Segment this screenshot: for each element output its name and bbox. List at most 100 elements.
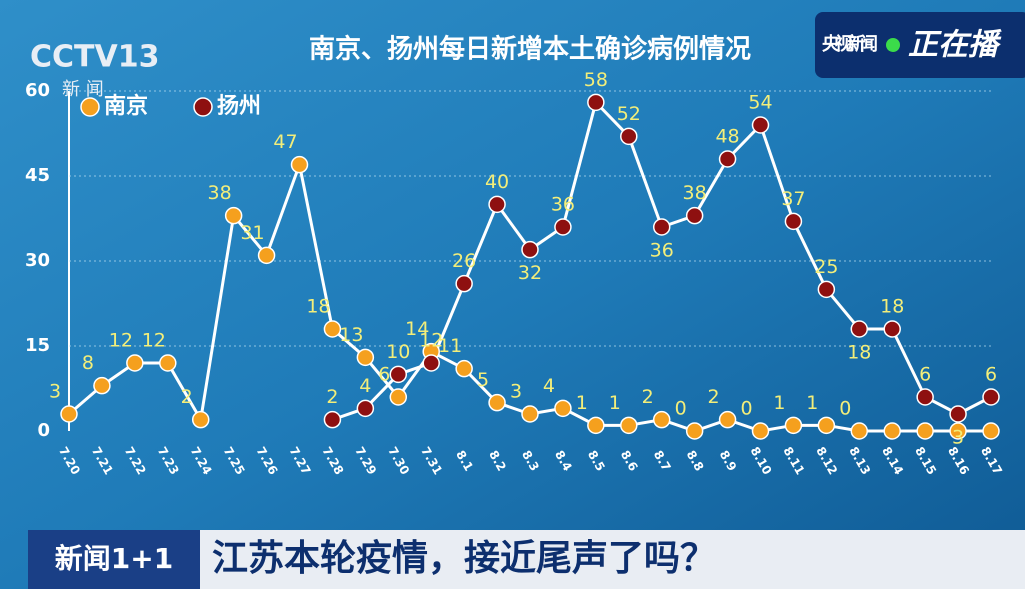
data-label: 47 [273,131,297,153]
data-label: 12 [109,330,133,352]
data-point [356,348,375,367]
data-label: 0 [675,398,687,420]
data-point [422,354,440,372]
y-tick-label: 45 [25,165,50,186]
data-point [784,212,803,231]
data-point [521,240,539,259]
data-point [323,410,342,429]
data-point [389,388,408,406]
data-point [685,422,704,440]
data-point [751,422,770,440]
data-label: 1 [576,392,588,414]
data-point [126,354,144,372]
data-label: 36 [650,240,674,262]
corner-box [815,12,1025,78]
y-tick-label: 0 [37,420,50,441]
data-point [817,280,836,299]
data-point [850,422,869,440]
data-label: 18 [847,342,871,364]
data-point [883,320,901,338]
headline: 江苏本轮疫情，接近尾声了吗？ [212,538,716,579]
data-point [455,274,473,293]
chart-title: 南京、扬州每日新增本土确诊病例情况 [309,34,751,65]
data-label: 6 [919,364,931,386]
data-label: 40 [485,171,509,193]
data-label: 18 [880,296,904,318]
data-label: 52 [617,103,641,125]
data-label: 2 [326,386,338,408]
data-point [356,399,375,418]
data-point [949,422,967,440]
data-point [652,410,671,429]
data-label: 37 [781,188,805,210]
data-point [488,195,506,214]
program-box [28,530,200,589]
data-point [455,359,473,378]
data-point [290,155,309,174]
data-label: 1 [773,392,785,414]
data-point [587,93,605,112]
channel-sub: 新 闻 [62,79,104,100]
data-label: 3 [952,427,964,449]
data-label: 18 [306,296,330,318]
program: 新闻1+1 [55,542,173,575]
data-label: 4 [543,375,555,397]
data-label: 3 [49,381,61,403]
data-point [554,399,572,418]
corner-status: 正在播 [908,28,1002,63]
data-point [587,416,605,435]
data-label: 2 [642,386,654,408]
data-label: 2 [708,386,720,408]
data-point [916,388,934,406]
data-point [817,416,836,435]
data-point [685,206,704,225]
data-label: 32 [518,262,542,284]
data-point [224,206,243,225]
data-label: 6 [985,364,997,386]
y-tick-label: 60 [25,80,50,101]
data-point [620,416,638,435]
data-label: 5 [477,369,489,391]
data-point [982,388,1000,406]
data-label: 0 [740,398,752,420]
legend-label: 南京 [104,93,148,119]
live-dot [886,38,900,52]
legend-marker [80,97,100,117]
data-label: 13 [339,324,363,346]
data-point [60,405,78,423]
data-label: 1 [806,392,818,414]
data-point [389,365,408,384]
data-label: 12 [142,330,166,352]
data-point [159,354,177,372]
data-point [323,320,342,338]
data-label: 8 [82,352,94,374]
data-point [488,393,506,412]
y-tick-label: 15 [25,335,50,356]
data-label: 6 [378,364,390,386]
y-tick-label: 30 [25,250,50,271]
data-label: 2 [181,386,193,408]
data-point [652,218,671,236]
data-label: 38 [208,182,232,204]
legend-marker [193,97,213,117]
data-point [883,422,901,440]
data-label: 12 [419,330,443,352]
data-label: 1 [609,392,621,414]
data-label: 48 [715,126,739,148]
data-point [784,416,803,435]
data-point [751,116,770,134]
data-point [850,320,869,338]
data-label: 25 [814,256,838,278]
data-label: 4 [359,375,371,397]
data-label: 54 [748,92,772,114]
corner-brand: 央视新闻 [822,33,878,55]
data-point [718,410,737,429]
data-label: 58 [584,69,608,91]
data-label: 10 [386,341,410,363]
data-label: 36 [551,194,575,216]
data-point [257,246,276,265]
data-point [620,127,638,146]
